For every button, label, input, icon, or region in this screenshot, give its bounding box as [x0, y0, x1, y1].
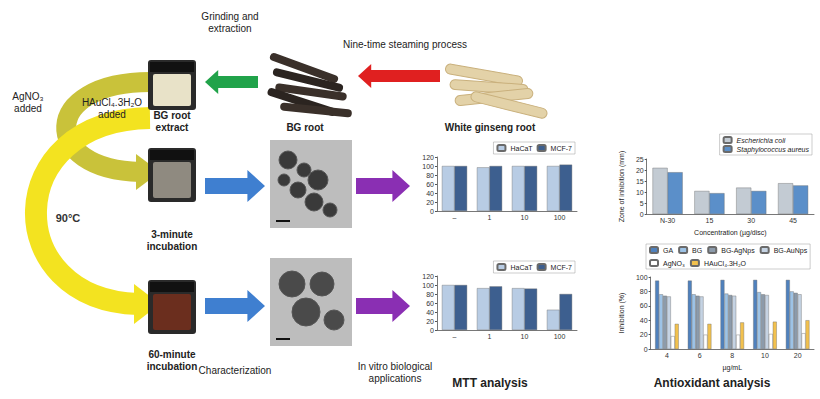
svg-text:AgNO₃: AgNO₃ [663, 260, 685, 268]
svg-text:60: 60 [640, 302, 648, 309]
svg-text:80: 80 [426, 291, 434, 298]
svg-text:HaCaT: HaCaT [510, 145, 533, 152]
svg-text:Characterization: Characterization [199, 365, 272, 376]
svg-text:100: 100 [554, 333, 566, 340]
svg-text:10: 10 [521, 333, 529, 340]
svg-text:100: 100 [554, 214, 566, 221]
svg-text:20: 20 [426, 199, 434, 206]
svg-text:90°C: 90°C [56, 212, 81, 224]
svg-text:1: 1 [488, 214, 492, 221]
svg-text:HAuCl₄.3H₂O: HAuCl₄.3H₂O [704, 260, 747, 267]
svg-text:Grinding andextraction: Grinding andextraction [201, 11, 258, 34]
svg-text:15: 15 [636, 178, 644, 185]
svg-text:0: 0 [640, 211, 644, 218]
svg-text:HaCaT: HaCaT [510, 264, 533, 271]
svg-text:1: 1 [488, 333, 492, 340]
svg-text:MCF-7: MCF-7 [551, 264, 572, 271]
svg-text:20: 20 [426, 318, 434, 325]
svg-text:BG-AgNps: BG-AgNps [721, 247, 755, 255]
svg-text:Escherichia coli: Escherichia coli [737, 137, 786, 144]
svg-text:AgNO₃added: AgNO₃added [12, 91, 43, 114]
svg-text:–: – [453, 333, 457, 340]
svg-text:MTT analysis: MTT analysis [452, 376, 528, 390]
svg-text:Antioxidant analysis: Antioxidant analysis [654, 376, 771, 390]
svg-text:120: 120 [422, 154, 434, 161]
svg-text:3-minuteincubation: 3-minuteincubation [147, 229, 198, 252]
svg-text:80: 80 [640, 288, 648, 295]
svg-text:45: 45 [789, 217, 797, 224]
svg-text:Staphylococcus aureus: Staphylococcus aureus [737, 146, 810, 154]
svg-text:20: 20 [636, 167, 644, 174]
svg-text:10: 10 [636, 189, 644, 196]
svg-text:Zone of inhibition (mm): Zone of inhibition (mm) [618, 151, 626, 223]
svg-text:In vitro biologicalapplication: In vitro biologicalapplications [358, 361, 432, 384]
svg-text:N-30: N-30 [660, 217, 675, 224]
svg-text:GA: GA [663, 247, 673, 254]
svg-text:MCF-7: MCF-7 [551, 145, 572, 152]
svg-text:µg/mL: µg/mL [722, 364, 742, 372]
svg-text:40: 40 [426, 309, 434, 316]
svg-text:HAuCl₄.3H₂Oadded: HAuCl₄.3H₂Oadded [82, 97, 142, 120]
svg-text:Concentration (µg/disc): Concentration (µg/disc) [694, 229, 767, 237]
svg-text:20: 20 [640, 331, 648, 338]
svg-text:BG root: BG root [286, 122, 324, 133]
svg-text:100: 100 [636, 274, 648, 281]
svg-text:30: 30 [747, 217, 755, 224]
svg-text:10: 10 [761, 352, 769, 359]
svg-text:6: 6 [698, 352, 702, 359]
svg-text:5: 5 [640, 200, 644, 207]
svg-text:4: 4 [665, 352, 669, 359]
svg-text:BG: BG [692, 247, 702, 254]
svg-text:60: 60 [426, 181, 434, 188]
svg-text:White ginseng root: White ginseng root [445, 122, 536, 133]
svg-text:20: 20 [794, 352, 802, 359]
svg-text:80: 80 [426, 172, 434, 179]
svg-text:60: 60 [426, 300, 434, 307]
svg-text:10: 10 [521, 214, 529, 221]
svg-text:BG rootextract: BG rootextract [153, 110, 191, 133]
svg-text:100: 100 [422, 163, 434, 170]
svg-text:120: 120 [422, 273, 434, 280]
svg-text:40: 40 [640, 317, 648, 324]
svg-text:8: 8 [730, 352, 734, 359]
svg-text:–: – [453, 214, 457, 221]
svg-text:0: 0 [430, 208, 434, 215]
svg-text:60-minuteincubation: 60-minuteincubation [147, 349, 198, 372]
svg-text:0: 0 [644, 346, 648, 353]
svg-text:BG-AuNps: BG-AuNps [774, 247, 808, 255]
svg-text:25: 25 [636, 156, 644, 163]
svg-text:15: 15 [706, 217, 714, 224]
svg-text:100: 100 [422, 282, 434, 289]
svg-text:0: 0 [430, 327, 434, 334]
svg-text:40: 40 [426, 190, 434, 197]
svg-text:Inhibition (%): Inhibition (%) [618, 293, 626, 334]
svg-text:Nine-time steaming process: Nine-time steaming process [343, 39, 467, 50]
